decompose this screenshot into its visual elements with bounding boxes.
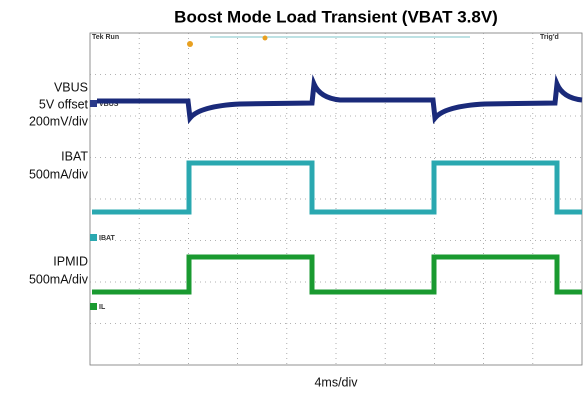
status: Tek Run: [92, 34, 119, 41]
channel-marker: IL: [99, 304, 106, 311]
ch-box: [90, 100, 97, 107]
label: IBAT: [61, 149, 88, 163]
channel-marker: IBAT: [99, 235, 116, 242]
trigger: Trig'd: [540, 34, 559, 41]
grid: [90, 33, 582, 365]
vbus-trace: [97, 74, 583, 125]
channel-marker: VBUS: [99, 101, 119, 108]
label: 200mV/div: [29, 114, 89, 128]
position-marker: [262, 35, 268, 41]
label: 5V offset: [39, 97, 89, 111]
trigger-marker: [187, 41, 193, 47]
ch-box: [90, 303, 97, 310]
title: Boost Mode Load Transient (VBAT 3.8V): [174, 7, 498, 26]
timebase: 4ms/div: [314, 375, 358, 389]
ipmid-trace: [92, 254, 582, 295]
ibat-trace: [92, 160, 582, 215]
label: 500mA/div: [29, 167, 89, 181]
label: VBUS: [54, 80, 88, 94]
ch-box: [90, 234, 97, 241]
label: 500mA/div: [29, 272, 89, 286]
label: IPMID: [53, 254, 88, 268]
